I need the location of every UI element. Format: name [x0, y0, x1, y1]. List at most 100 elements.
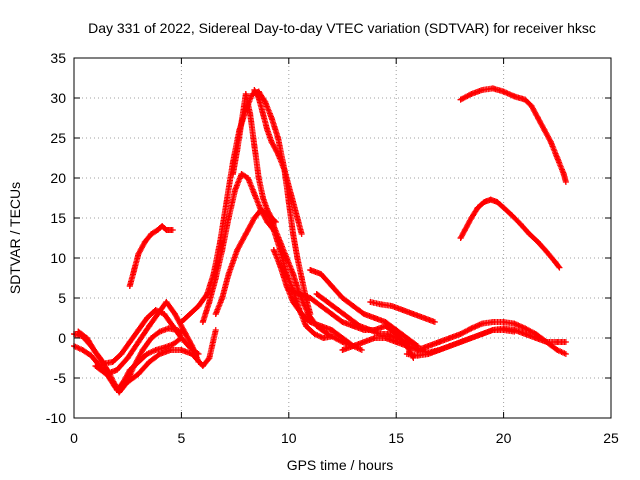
data-point [268, 115, 275, 121]
data-point [479, 87, 486, 93]
data-point [307, 319, 314, 325]
data-point [262, 99, 269, 105]
data-point [468, 91, 475, 97]
data-point [169, 227, 176, 233]
data-point [219, 295, 226, 301]
data-point [500, 204, 507, 211]
data-point [562, 351, 569, 357]
data-point [543, 248, 550, 255]
data-point [500, 325, 507, 332]
data-point [171, 311, 178, 317]
y-tick-label: -10 [46, 410, 66, 426]
data-point [339, 295, 346, 301]
data-point [436, 339, 443, 345]
data-point [457, 96, 464, 103]
data-point [318, 271, 325, 277]
data-point [178, 319, 185, 325]
data-point [277, 263, 284, 269]
data-point [534, 239, 541, 245]
data-point [431, 319, 438, 325]
data-point [393, 339, 400, 345]
series-arc-12 [270, 247, 365, 353]
data-point [318, 323, 325, 329]
data-point [479, 320, 486, 327]
data-point [178, 335, 185, 341]
data-point [264, 127, 271, 133]
data-point [260, 195, 267, 201]
data-point [156, 351, 163, 357]
data-point [206, 355, 213, 361]
data-point [425, 351, 432, 357]
data-point [232, 187, 239, 193]
data-point [229, 171, 236, 177]
series-arc-11 [251, 87, 305, 237]
data-point [414, 352, 421, 359]
data-point [251, 87, 258, 93]
data-point [88, 352, 95, 359]
data-point [109, 359, 116, 365]
data-point [92, 363, 99, 369]
data-point [242, 231, 249, 237]
data-point [101, 360, 108, 367]
data-point [335, 307, 342, 313]
data-point [358, 347, 365, 353]
data-point [296, 291, 303, 297]
data-point [283, 255, 290, 261]
data-point [195, 351, 202, 357]
data-point [328, 311, 335, 317]
data-point [500, 88, 507, 95]
y-axis-label: SDTVAR / TECUs [7, 182, 23, 294]
data-point [124, 355, 131, 361]
data-point [225, 271, 232, 277]
data-point [135, 251, 142, 257]
data-point [238, 171, 245, 177]
data-point [189, 351, 196, 357]
data-point [367, 299, 374, 305]
series-markers [71, 325, 188, 396]
data-point [268, 215, 275, 221]
data-point [199, 363, 206, 369]
data-point [371, 335, 378, 341]
y-tick-label: 20 [50, 170, 66, 186]
data-point [290, 271, 297, 277]
series-arc-08 [199, 171, 335, 341]
data-point [251, 143, 258, 149]
data-point [141, 239, 148, 245]
x-tick-label: 15 [388, 430, 404, 446]
data-point [457, 339, 464, 345]
data-point [148, 231, 155, 237]
data-point [212, 327, 219, 333]
data-point [511, 93, 518, 100]
series-arc-21 [457, 196, 563, 271]
series-arc-04 [75, 307, 202, 367]
data-point [294, 255, 301, 261]
data-point [311, 331, 318, 337]
series-markers [126, 223, 175, 289]
data-point [281, 167, 288, 173]
y-tick-label: 0 [58, 330, 66, 346]
data-point [298, 275, 305, 281]
data-point [144, 315, 151, 321]
data-point [543, 339, 550, 345]
tick-layer: 0 5 10 15 20 25 -10 -5 0 5 10 15 20 25 30 35 [46, 50, 619, 446]
data-point [244, 175, 251, 181]
data-point [468, 335, 475, 341]
series-arc-20 [457, 85, 569, 185]
data-point [92, 349, 99, 356]
data-point [320, 335, 327, 341]
series-arc-18 [403, 325, 569, 359]
y-tick-label: 10 [50, 250, 66, 266]
data-point [152, 347, 159, 353]
data-point [522, 96, 529, 103]
data-point [328, 327, 335, 333]
series-markers [457, 85, 569, 184]
data-point [339, 319, 346, 325]
data-point [399, 307, 406, 313]
series-arc-13 [307, 267, 421, 349]
data-point [180, 327, 187, 333]
data-point [124, 379, 131, 385]
data-point [305, 311, 312, 317]
data-point [388, 303, 395, 309]
data-point [169, 323, 176, 329]
